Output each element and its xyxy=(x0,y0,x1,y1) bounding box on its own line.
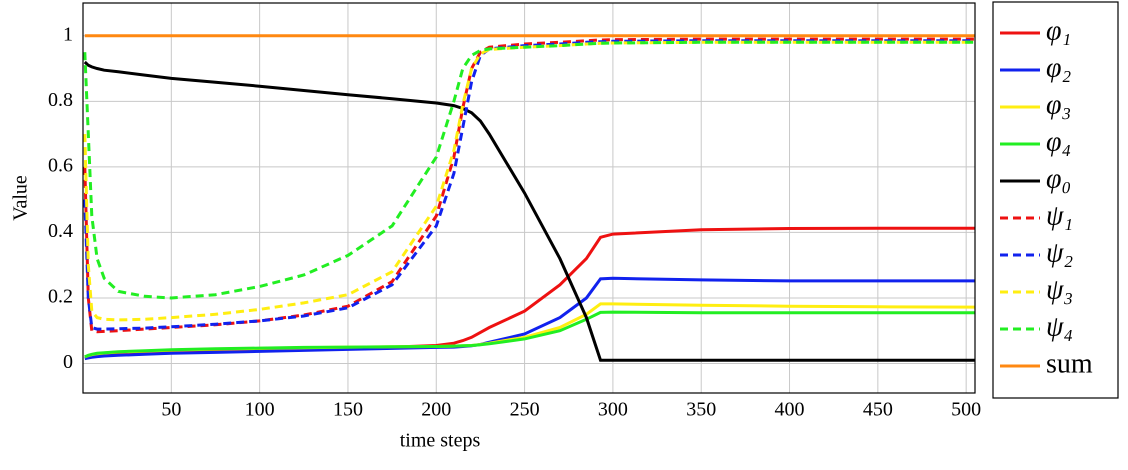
series-line xyxy=(84,276,975,361)
y-tick-label: 0.2 xyxy=(48,286,73,308)
x-tick-label: 400 xyxy=(775,399,805,421)
plot-frame xyxy=(82,2,976,394)
legend-label: φ₀ xyxy=(1046,163,1071,194)
series-line xyxy=(84,310,975,359)
series-line xyxy=(83,40,975,322)
series-line xyxy=(83,60,975,362)
legend-label: sum xyxy=(1046,348,1093,379)
y-axis-label: Value xyxy=(10,175,32,221)
legend-label: φ₃ xyxy=(1046,89,1071,120)
legend-box xyxy=(992,1,1119,399)
legend-label: ψ₁ xyxy=(1046,200,1073,231)
series-line xyxy=(83,37,975,334)
legend-label: ψ₂ xyxy=(1046,237,1073,268)
legend: φ₁ φ₂ φ₃ φ₄ φ₀ ψ₁ ψ₂ ψ₃ ψ₄ sum xyxy=(992,1,1119,399)
y-tick-label: 1 xyxy=(63,23,73,45)
y-tick-label: 0.6 xyxy=(48,154,73,176)
x-tick-label: 350 xyxy=(686,399,716,421)
x-axis-label: time steps xyxy=(400,430,481,452)
x-tick-label: 200 xyxy=(421,399,451,421)
y-tick-label: 0.8 xyxy=(48,89,73,111)
y-tick-label: 0 xyxy=(63,351,73,373)
x-tick-label: 250 xyxy=(510,399,540,421)
legend-label: φ₄ xyxy=(1046,126,1071,157)
legend-label: φ₁ xyxy=(1046,15,1071,46)
x-tick-label: 50 xyxy=(161,399,181,421)
legend-label: ψ₃ xyxy=(1046,274,1073,305)
x-tick-label: 150 xyxy=(333,399,363,421)
x-tick-label: 450 xyxy=(863,399,893,421)
series-line xyxy=(83,39,975,331)
y-tick-label: 0.4 xyxy=(48,220,73,242)
series-line xyxy=(83,40,975,300)
legend-label: ψ₄ xyxy=(1046,311,1073,342)
legend-label: φ₂ xyxy=(1046,52,1071,83)
x-tick-label: 300 xyxy=(598,399,628,421)
x-tick-label: 500 xyxy=(951,399,981,421)
x-tick-label: 100 xyxy=(245,399,275,421)
